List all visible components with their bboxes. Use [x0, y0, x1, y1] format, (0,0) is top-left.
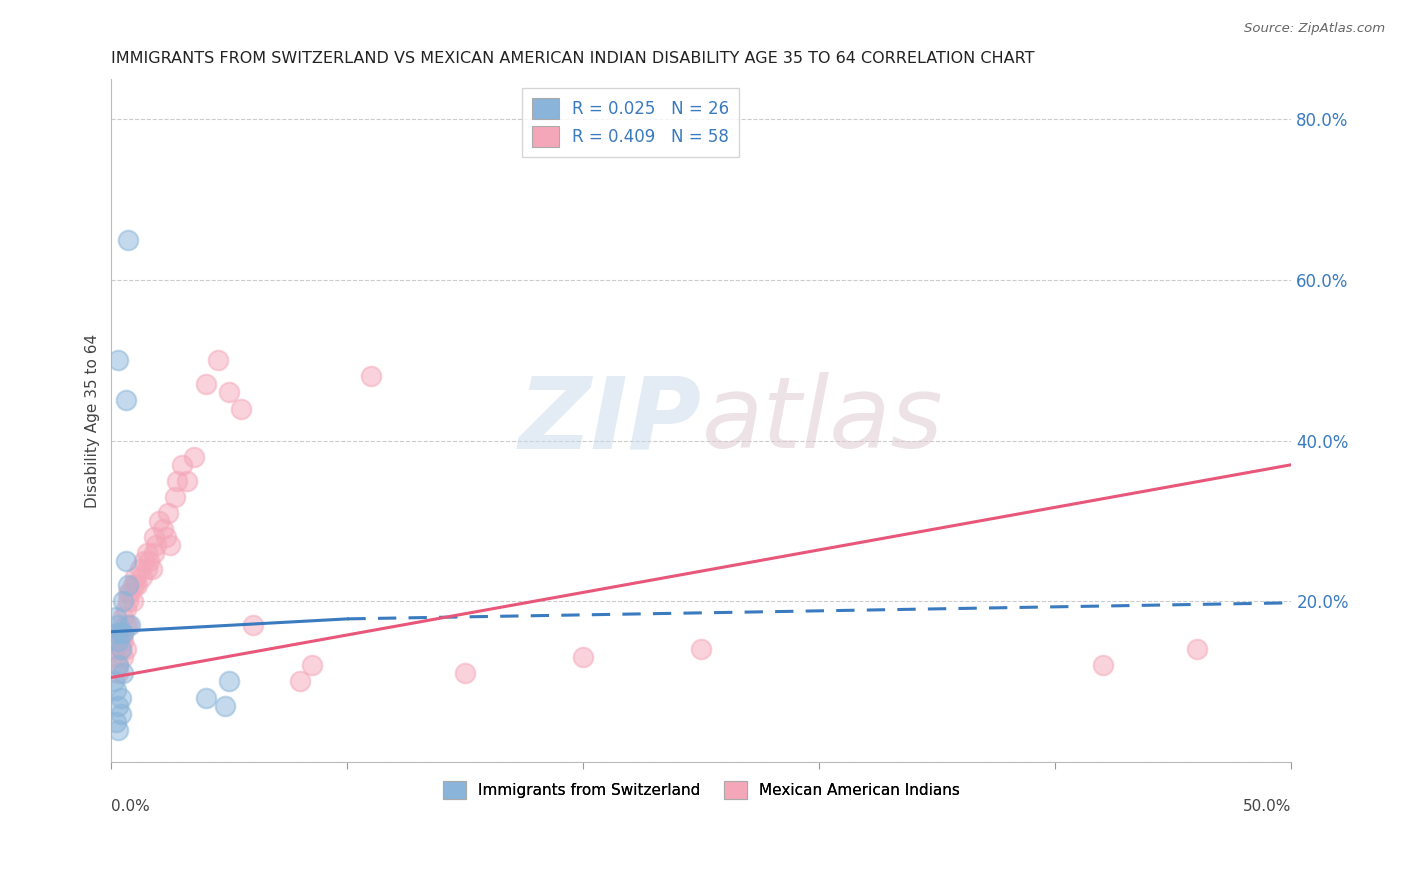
Point — [107, 353, 129, 368]
Point — [110, 642, 132, 657]
Point — [103, 674, 125, 689]
Point — [142, 546, 165, 560]
Point — [117, 233, 139, 247]
Point — [105, 714, 128, 729]
Point — [107, 658, 129, 673]
Point — [110, 626, 132, 640]
Text: ZIP: ZIP — [519, 372, 702, 469]
Point — [183, 450, 205, 464]
Point — [105, 682, 128, 697]
Point — [107, 698, 129, 713]
Point — [127, 578, 149, 592]
Point — [112, 666, 135, 681]
Text: 50.0%: 50.0% — [1243, 799, 1292, 814]
Point — [176, 474, 198, 488]
Point — [218, 674, 240, 689]
Point — [155, 530, 177, 544]
Point — [110, 642, 132, 657]
Point — [1185, 642, 1208, 657]
Point — [121, 578, 143, 592]
Text: Source: ZipAtlas.com: Source: ZipAtlas.com — [1244, 22, 1385, 36]
Point — [105, 626, 128, 640]
Point — [107, 634, 129, 648]
Point — [218, 385, 240, 400]
Point — [172, 458, 194, 472]
Point — [231, 401, 253, 416]
Point — [148, 514, 170, 528]
Point — [107, 618, 129, 632]
Point — [105, 634, 128, 648]
Point — [112, 610, 135, 624]
Y-axis label: Disability Age 35 to 64: Disability Age 35 to 64 — [86, 334, 100, 508]
Point — [131, 570, 153, 584]
Point — [135, 562, 157, 576]
Point — [690, 642, 713, 657]
Point — [107, 658, 129, 673]
Point — [152, 522, 174, 536]
Point — [117, 586, 139, 600]
Point — [165, 490, 187, 504]
Point — [242, 618, 264, 632]
Point — [157, 506, 180, 520]
Point — [107, 626, 129, 640]
Text: 0.0%: 0.0% — [111, 799, 150, 814]
Point — [124, 570, 146, 584]
Point — [110, 690, 132, 705]
Point — [112, 626, 135, 640]
Point — [105, 610, 128, 624]
Point — [121, 594, 143, 608]
Point — [114, 393, 136, 408]
Point — [166, 474, 188, 488]
Point — [112, 650, 135, 665]
Point — [301, 658, 323, 673]
Point — [112, 594, 135, 608]
Point — [141, 562, 163, 576]
Point — [207, 353, 229, 368]
Point — [117, 578, 139, 592]
Point — [214, 698, 236, 713]
Point — [107, 666, 129, 681]
Point — [110, 706, 132, 721]
Legend: Immigrants from Switzerland, Mexican American Indians: Immigrants from Switzerland, Mexican Ame… — [437, 774, 966, 805]
Point — [134, 554, 156, 568]
Point — [120, 586, 142, 600]
Point — [114, 642, 136, 657]
Point — [142, 530, 165, 544]
Point — [107, 723, 129, 737]
Point — [128, 562, 150, 576]
Point — [1091, 658, 1114, 673]
Point — [114, 618, 136, 632]
Point — [105, 650, 128, 665]
Point — [194, 377, 217, 392]
Point — [572, 650, 595, 665]
Point — [124, 578, 146, 592]
Point — [360, 369, 382, 384]
Point — [103, 642, 125, 657]
Point — [112, 634, 135, 648]
Point — [290, 674, 312, 689]
Point — [117, 594, 139, 608]
Point — [194, 690, 217, 705]
Point — [110, 626, 132, 640]
Point — [120, 618, 142, 632]
Point — [138, 554, 160, 568]
Text: IMMIGRANTS FROM SWITZERLAND VS MEXICAN AMERICAN INDIAN DISABILITY AGE 35 TO 64 C: IMMIGRANTS FROM SWITZERLAND VS MEXICAN A… — [111, 51, 1035, 66]
Point — [110, 634, 132, 648]
Point — [112, 626, 135, 640]
Point — [159, 538, 181, 552]
Point — [117, 618, 139, 632]
Point — [114, 554, 136, 568]
Point — [454, 666, 477, 681]
Point — [145, 538, 167, 552]
Text: atlas: atlas — [702, 372, 943, 469]
Point — [114, 602, 136, 616]
Point — [135, 546, 157, 560]
